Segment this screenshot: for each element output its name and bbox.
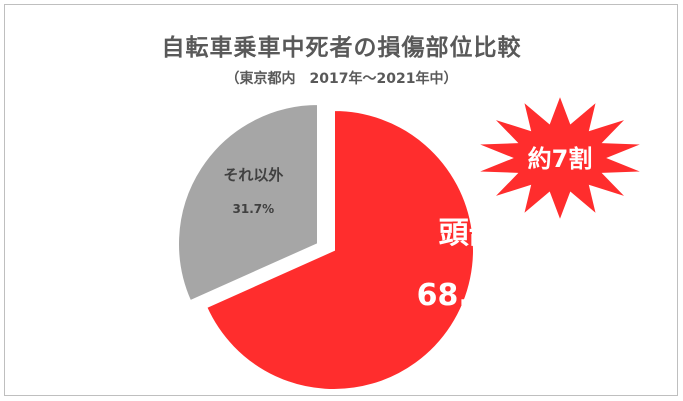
callout-text: 約7割 xyxy=(528,145,593,173)
slice-value-label: 31.7% xyxy=(233,202,275,216)
callout-starburst xyxy=(480,97,640,219)
slice-label: 頭部 xyxy=(439,216,499,251)
pie-slice-2 xyxy=(177,102,319,303)
pie-slice-1 xyxy=(204,108,475,391)
slice-value-label: 68.3% xyxy=(417,278,521,313)
slice-label: それ以外 xyxy=(223,166,283,184)
chart-title: 自転車乗車中死者の損傷部位比較 xyxy=(161,35,522,61)
chart-subtitle: （東京都内 2017年～2021年中） xyxy=(225,71,458,87)
